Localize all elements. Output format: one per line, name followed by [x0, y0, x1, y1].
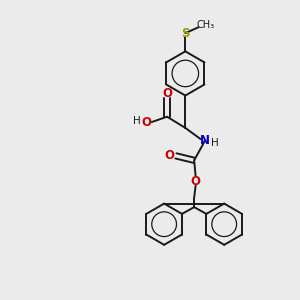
Text: O: O — [164, 149, 174, 162]
Text: N: N — [200, 134, 210, 147]
Text: O: O — [141, 116, 151, 128]
Text: H: H — [211, 138, 218, 148]
Text: O: O — [162, 87, 172, 100]
Text: S: S — [181, 27, 190, 40]
Text: H: H — [133, 116, 140, 126]
Text: O: O — [190, 175, 201, 188]
Text: CH₃: CH₃ — [196, 20, 214, 30]
